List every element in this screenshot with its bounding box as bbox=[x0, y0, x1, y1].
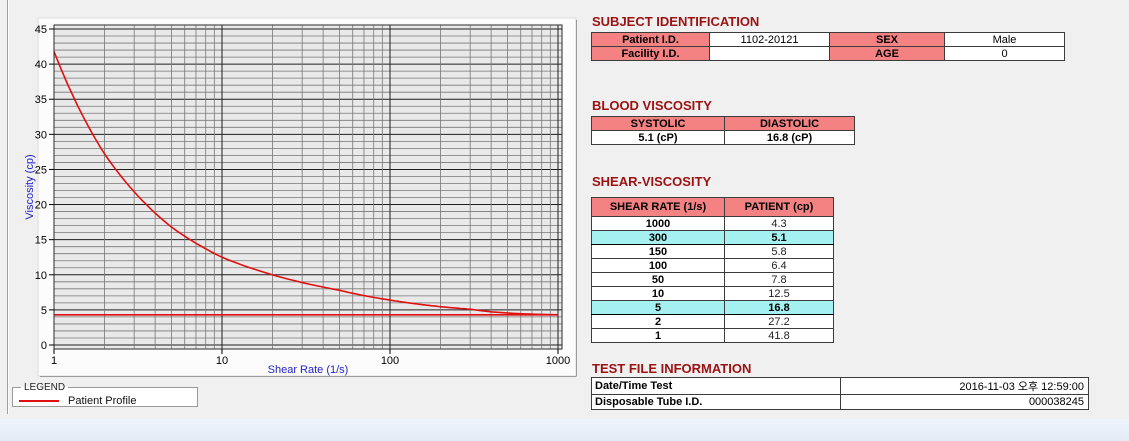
svg-text:5: 5 bbox=[41, 305, 47, 317]
shear-rate-cell: 5 bbox=[591, 300, 725, 315]
svg-text:0: 0 bbox=[41, 340, 47, 352]
shear-rate-header: SHEAR RATE (1/s) bbox=[591, 197, 725, 217]
patient-id-value: 1102-20121 bbox=[709, 32, 830, 47]
patient-viscosity-cell: 6.4 bbox=[724, 258, 834, 273]
svg-text:40: 40 bbox=[35, 59, 47, 71]
patient-profile-line-swatch bbox=[19, 400, 59, 402]
age-value: 0 bbox=[944, 46, 1065, 61]
test-file-information-title: TEST FILE INFORMATION bbox=[592, 361, 752, 376]
disposable-tube-id-value: 000038245 bbox=[840, 394, 1089, 410]
date-time-test-label: Date/Time Test bbox=[591, 377, 841, 395]
chart-legend: LEGEND Patient Profile bbox=[12, 382, 198, 407]
legend-item: Patient Profile bbox=[19, 395, 191, 407]
svg-text:45: 45 bbox=[35, 24, 47, 36]
table-header-row: SHEAR RATE (1/s) PATIENT (cp) bbox=[591, 197, 834, 217]
patient-viscosity-cell: 7.8 bbox=[724, 272, 834, 287]
table-row: Patient I.D. 1102-20121 SEX Male bbox=[591, 32, 1065, 47]
window-footer-strip bbox=[0, 419, 1129, 441]
table-row: 1000 4.3 bbox=[591, 216, 834, 231]
patient-viscosity-cell: 4.3 bbox=[724, 216, 834, 231]
window-left-edge-highlight bbox=[8, 0, 9, 414]
patient-viscosity-cell: 27.2 bbox=[724, 314, 834, 329]
subject-identification-table: Patient I.D. 1102-20121 SEX Male Facilit… bbox=[591, 32, 1065, 61]
shear-rate-cell: 2 bbox=[591, 314, 725, 329]
svg-text:25: 25 bbox=[35, 164, 47, 176]
systolic-header: SYSTOLIC bbox=[591, 116, 725, 131]
svg-text:100: 100 bbox=[381, 355, 399, 367]
table-row: 1 41.8 bbox=[591, 328, 834, 343]
shear-rate-cell: 1000 bbox=[591, 216, 725, 231]
patient-viscosity-cell: 5.8 bbox=[724, 244, 834, 259]
patient-cp-header: PATIENT (cp) bbox=[724, 197, 834, 217]
svg-text:30: 30 bbox=[35, 129, 47, 141]
patient-viscosity-cell: 41.8 bbox=[724, 328, 834, 343]
subject-identification-title: SUBJECT IDENTIFICATION bbox=[592, 14, 760, 29]
table-row: 50 7.8 bbox=[591, 272, 834, 287]
facility-id-value bbox=[709, 46, 830, 61]
table-row: 10 12.5 bbox=[591, 286, 834, 301]
shear-rate-cell: 50 bbox=[591, 272, 725, 287]
age-label: AGE bbox=[829, 46, 945, 61]
shear-rate-cell: 300 bbox=[591, 230, 725, 245]
svg-text:15: 15 bbox=[35, 235, 47, 247]
table-row: 300 5.1 bbox=[591, 230, 834, 245]
blood-viscosity-title: BLOOD VISCOSITY bbox=[592, 98, 712, 113]
patient-viscosity-cell: 12.5 bbox=[724, 286, 834, 301]
table-row: 150 5.8 bbox=[591, 244, 834, 259]
diastolic-header: DIASTOLIC bbox=[724, 116, 855, 131]
table-row: 5.1 (cP) 16.8 (cP) bbox=[591, 130, 855, 145]
table-row: 5 16.8 bbox=[591, 300, 834, 315]
shear-viscosity-table: SHEAR RATE (1/s) PATIENT (cp) 1000 4.3 300… bbox=[591, 197, 834, 343]
disposable-tube-id-label: Disposable Tube I.D. bbox=[591, 394, 841, 410]
svg-text:35: 35 bbox=[35, 94, 47, 106]
legend-item-label: Patient Profile bbox=[68, 395, 137, 407]
shear-rate-cell: 100 bbox=[591, 258, 725, 273]
shear-viscosity-chart: 0 5 10 15 20 25 30 35 40 45 1 10 100 1000 Shear Rate (… bbox=[24, 17, 577, 377]
date-time-test-value: 2016-11-03 오후 12:59:00 bbox=[840, 377, 1089, 395]
sex-value: Male bbox=[944, 32, 1065, 47]
window-left-edge bbox=[7, 0, 8, 414]
table-row: SYSTOLIC DIASTOLIC bbox=[591, 116, 855, 131]
x-axis-title: Shear Rate (1/s) bbox=[268, 364, 349, 376]
svg-text:1: 1 bbox=[51, 355, 57, 367]
y-axis-title: Viscosity (cp) bbox=[24, 154, 36, 219]
blood-viscosity-table: SYSTOLIC DIASTOLIC 5.1 (cP) 16.8 (cP) bbox=[591, 116, 855, 145]
test-file-information-table: Date/Time Test 2016-11-03 오후 12:59:00 Di… bbox=[591, 377, 1089, 410]
svg-text:10: 10 bbox=[216, 355, 228, 367]
facility-id-label: Facility I.D. bbox=[591, 46, 710, 61]
table-row: Facility I.D. AGE 0 bbox=[591, 46, 1065, 61]
svg-text:1000: 1000 bbox=[546, 355, 570, 367]
table-row: Date/Time Test 2016-11-03 오후 12:59:00 bbox=[591, 377, 1089, 395]
patient-viscosity-cell: 16.8 bbox=[724, 300, 834, 315]
sex-label: SEX bbox=[829, 32, 945, 47]
svg-text:20: 20 bbox=[35, 200, 47, 212]
table-row: 2 27.2 bbox=[591, 314, 834, 329]
systolic-value: 5.1 (cP) bbox=[591, 130, 725, 145]
patient-viscosity-cell: 5.1 bbox=[724, 230, 834, 245]
table-row: Disposable Tube I.D. 000038245 bbox=[591, 394, 1089, 410]
svg-text:10: 10 bbox=[35, 270, 47, 282]
shear-rate-cell: 1 bbox=[591, 328, 725, 343]
shear-viscosity-title: SHEAR-VISCOSITY bbox=[592, 174, 712, 189]
legend-title: LEGEND bbox=[24, 382, 66, 393]
shear-rate-cell: 150 bbox=[591, 244, 725, 259]
shear-rate-cell: 10 bbox=[591, 286, 725, 301]
patient-id-label: Patient I.D. bbox=[591, 32, 710, 47]
diastolic-value: 16.8 (cP) bbox=[724, 130, 855, 145]
table-row: 100 6.4 bbox=[591, 258, 834, 273]
